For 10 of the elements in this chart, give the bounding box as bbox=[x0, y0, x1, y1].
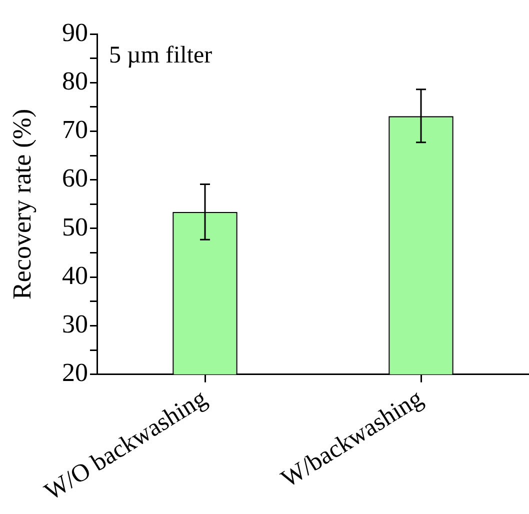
y-axis-title: Recovery rate (%) bbox=[7, 108, 36, 300]
annotation: 5 µm filter bbox=[109, 42, 212, 68]
y-tick-label: 90 bbox=[62, 18, 88, 47]
y-tick-label: 70 bbox=[62, 115, 88, 144]
y-tick-label: 30 bbox=[62, 310, 88, 339]
y-tick-label: 50 bbox=[62, 212, 88, 242]
y-tick-label: 80 bbox=[62, 66, 88, 96]
y-tick-label: 40 bbox=[62, 260, 88, 290]
y-tick-label: 60 bbox=[62, 164, 88, 193]
y-tick-label: 20 bbox=[62, 358, 88, 388]
